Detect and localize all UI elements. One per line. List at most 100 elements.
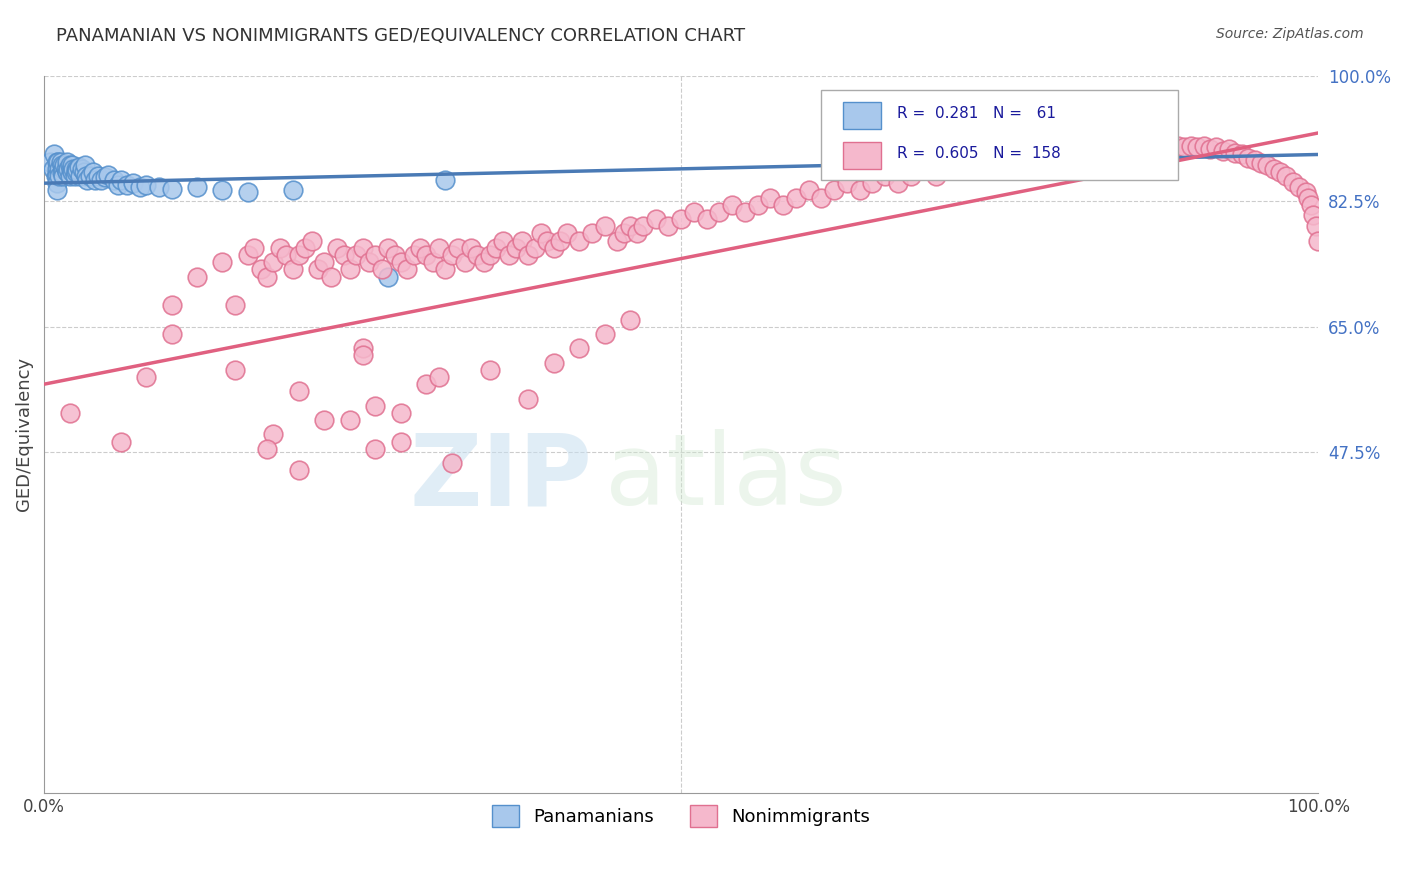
Point [1147,142,1170,156]
Point [422,255,444,269]
Point [51,158,73,172]
Point [60,165,83,179]
Point [377,269,399,284]
Point [1199,142,1222,156]
Point [626,227,648,241]
Point [352,349,374,363]
Point [53,158,76,172]
Point [48,169,70,183]
Point [631,219,654,234]
Point [186,269,208,284]
Point [1275,169,1298,183]
Point [1039,149,1062,163]
Point [160,326,183,341]
Point [339,413,361,427]
Point [1180,139,1202,153]
Point [45,154,67,169]
Point [66,163,89,178]
Point [63,169,86,183]
Point [319,269,342,284]
Point [543,241,565,255]
Point [58,158,80,172]
Point [1296,190,1319,204]
Point [56,165,79,179]
Point [107,178,129,192]
Point [115,178,138,192]
Point [60,158,83,172]
Point [396,262,419,277]
Point [67,161,90,175]
Point [39,154,62,169]
Point [276,248,298,262]
Point [389,406,412,420]
Point [810,190,832,204]
Point [1192,139,1215,153]
Point [823,183,845,197]
Point [498,248,520,262]
Point [94,170,117,185]
Point [326,241,349,255]
Point [1212,144,1234,158]
Point [90,172,112,186]
Point [950,154,973,169]
Point [51,165,73,179]
Point [1077,149,1099,163]
Point [1160,140,1182,154]
Point [69,169,91,183]
Point [568,234,591,248]
Point [657,219,679,234]
Point [186,179,208,194]
Point [1167,139,1189,153]
Point [912,161,935,176]
Point [110,172,132,186]
Point [1230,147,1253,161]
Point [460,241,482,255]
Point [619,312,641,326]
Point [72,165,94,179]
Text: R =  0.281   N =   61: R = 0.281 N = 61 [897,106,1056,121]
Point [1014,151,1036,165]
Point [543,356,565,370]
Point [224,363,246,377]
Point [135,178,157,192]
Point [938,161,960,176]
Point [530,227,553,241]
Point [1001,154,1024,169]
Point [536,234,558,248]
Point [434,172,457,186]
Point [1308,234,1330,248]
Point [873,169,896,183]
Point [243,241,266,255]
Point [86,169,108,183]
Point [1281,175,1303,189]
Point [434,262,457,277]
Point [58,161,80,176]
Point [72,161,94,176]
Point [1129,142,1152,156]
Point [52,161,75,176]
Point [523,241,546,255]
Point [453,255,475,269]
Point [427,241,450,255]
Point [1256,158,1278,172]
Point [1052,147,1074,161]
Point [759,190,782,204]
Point [269,241,291,255]
Point [46,154,69,169]
Point [236,185,259,199]
Point [1237,151,1260,165]
Point [568,341,591,355]
Point [683,205,706,219]
Point [505,241,527,255]
Point [1091,146,1114,161]
Point [696,212,718,227]
Point [709,205,731,219]
Point [1026,154,1049,169]
Point [211,183,233,197]
Point [860,176,883,190]
Point [294,241,316,255]
Point [301,234,323,248]
Point [415,248,437,262]
Point [48,161,70,176]
Point [103,172,125,186]
